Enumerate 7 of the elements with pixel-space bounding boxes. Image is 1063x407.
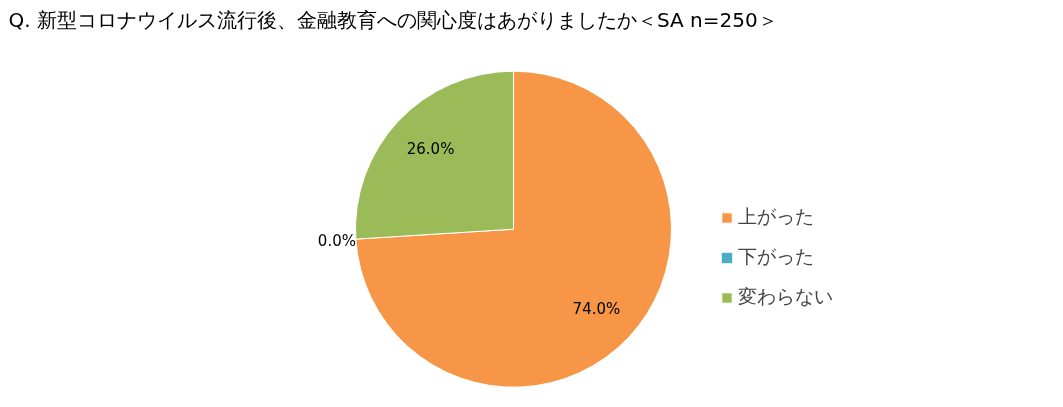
data-label: 74.0%	[572, 300, 621, 319]
text: 0.0%	[317, 231, 356, 250]
data-label: 26.0%	[406, 140, 455, 159]
legend-label: 上がった	[738, 204, 814, 229]
chart-title: Q. 新型コロナウイルス流行後、金融教育への関心度はあがりましたか＜SA n=250＞	[8, 7, 778, 32]
legend-label: 下がった	[738, 244, 814, 269]
legend-label: 変わらない	[738, 284, 833, 309]
